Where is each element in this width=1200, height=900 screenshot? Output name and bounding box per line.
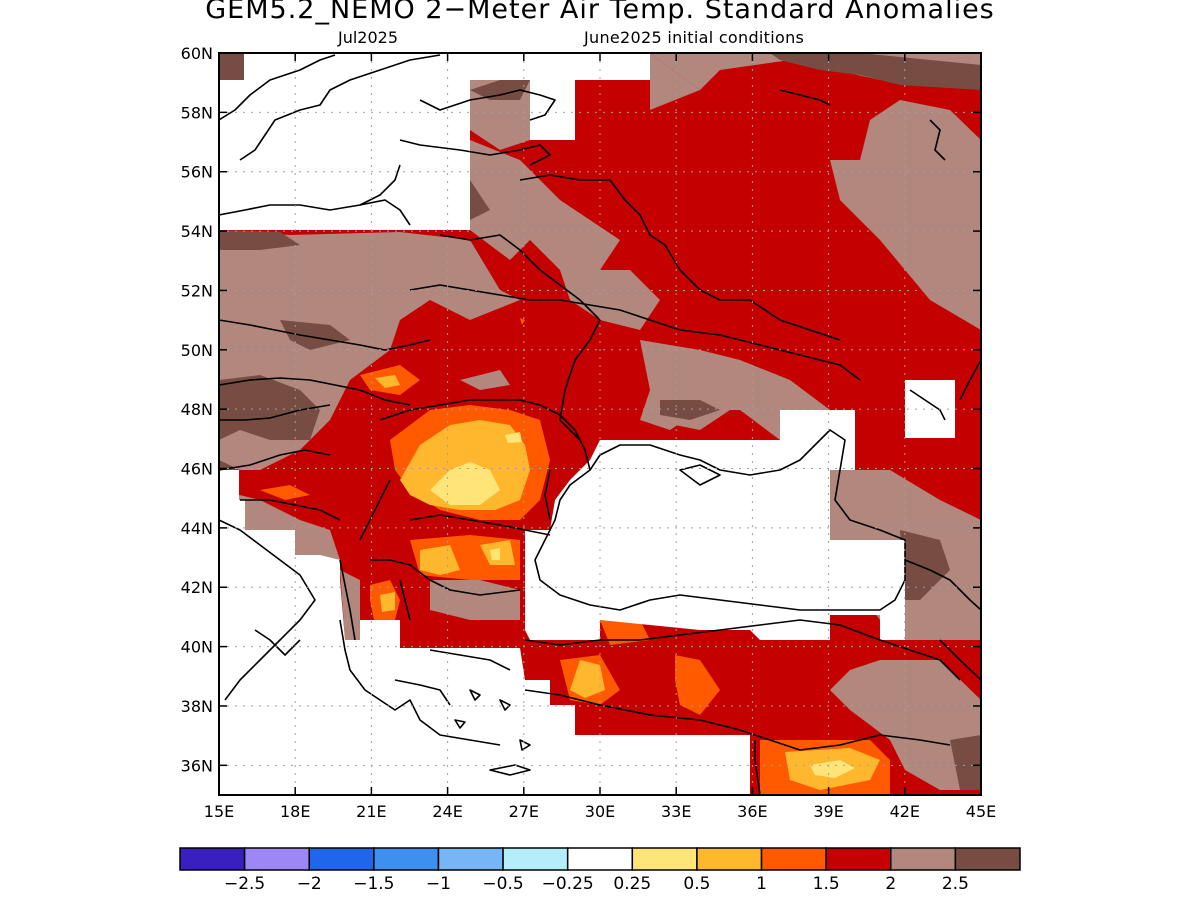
colorbar-swatch	[437, 847, 504, 871]
map-axes: 15E 18E 21E 24E 27E 30E 33E 36E 39E 42E 45E 36N 38N 4…	[181, 44, 997, 821]
colorbar-label: 2.5	[942, 874, 969, 894]
colorbar-swatch	[373, 847, 440, 871]
chart-title: GEM5.2_NEMO 2−Meter Air Temp. Standard A…	[205, 0, 995, 25]
colorbar-swatch	[308, 847, 375, 871]
lon-tick-label: 27E	[509, 802, 539, 821]
lat-tick-label: 58N	[181, 103, 213, 122]
forecast-month: Jul2025	[338, 28, 399, 47]
lat-tick-label: 42N	[181, 578, 213, 597]
colorbar-label: 1.5	[813, 874, 840, 894]
lat-tick-label: 54N	[181, 222, 213, 241]
colorbar-swatch	[890, 847, 957, 871]
colorbar-swatch	[760, 847, 827, 871]
colorbar-label: 0.25	[613, 874, 651, 894]
colorbar: −2.5 −2 −1.5 −1 −0.5 −0.25 0.25 0.5 1 1.5 2 2.5	[179, 847, 1021, 894]
colorbar-label: −1	[426, 874, 451, 894]
colorbar-swatch	[825, 847, 892, 871]
lon-tick-label: 30E	[585, 802, 615, 821]
initial-conditions: June2025 initial conditions	[584, 28, 805, 47]
lon-tick-label: 45E	[966, 802, 996, 821]
lon-tick-label: 33E	[661, 802, 691, 821]
colorbar-label: −0.5	[482, 874, 523, 894]
lon-tick-label: 36E	[737, 802, 767, 821]
lat-tick-label: 46N	[181, 460, 213, 479]
lat-tick-label: 38N	[181, 697, 213, 716]
lon-tick-label: 15E	[204, 802, 234, 821]
colorbar-swatch	[179, 847, 246, 871]
lat-tick-label: 48N	[181, 400, 213, 419]
colorbar-label: −0.25	[542, 874, 594, 894]
lon-tick-label: 39E	[813, 802, 843, 821]
lat-tick-label: 40N	[181, 638, 213, 657]
anomaly-field	[219, 53, 981, 795]
lon-tick-label: 42E	[890, 802, 920, 821]
colorbar-swatch	[243, 847, 310, 871]
lon-tick-label: 18E	[280, 802, 310, 821]
colorbar-label: 0.5	[683, 874, 710, 894]
colorbar-swatch	[566, 847, 634, 871]
field-masked	[219, 53, 955, 795]
lat-tick-label: 60N	[181, 44, 213, 63]
lat-tick-label: 44N	[181, 519, 213, 538]
colorbar-label: 1	[756, 874, 767, 894]
colorbar-label: −2	[297, 874, 322, 894]
lat-tick-label: 56N	[181, 163, 213, 182]
lon-tick-label: 21E	[356, 802, 386, 821]
colorbar-swatch	[631, 847, 698, 871]
lat-tick-label: 50N	[181, 341, 213, 360]
colorbar-label: 2	[885, 874, 896, 894]
colorbar-label: −1.5	[353, 874, 394, 894]
colorbar-swatch	[954, 847, 1021, 871]
colorbar-swatch	[696, 847, 763, 871]
lon-tick-label: 24E	[432, 802, 462, 821]
colorbar-label: −2.5	[224, 874, 265, 894]
map-boundaries	[219, 54, 981, 795]
lat-tick-label: 52N	[181, 281, 213, 300]
colorbar-swatch	[502, 847, 569, 871]
lat-tick-label: 36N	[181, 756, 213, 775]
